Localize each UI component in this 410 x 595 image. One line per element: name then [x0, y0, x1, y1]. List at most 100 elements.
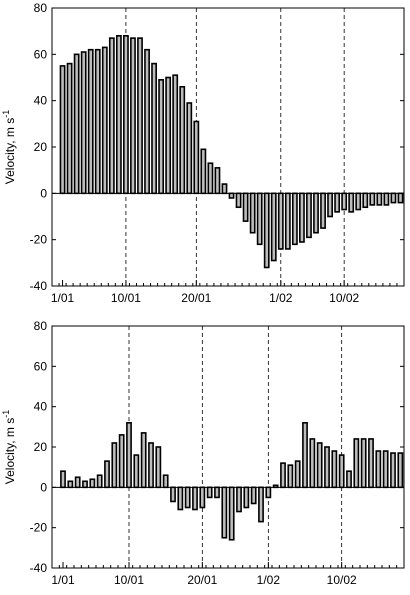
bar-13 [148, 442, 154, 489]
bar-29 [256, 192, 263, 246]
bar-22 [207, 162, 214, 195]
bar-30 [263, 192, 270, 269]
bar-34 [302, 421, 308, 489]
bar-5 [89, 478, 96, 489]
x-tick-label: 10/02 [327, 573, 357, 587]
bar-49 [397, 192, 404, 204]
bar-46 [390, 452, 396, 489]
bar-44 [375, 450, 382, 489]
bar-33 [294, 460, 301, 489]
bar-39 [327, 192, 333, 218]
bar-3 [73, 53, 80, 195]
bar-12 [140, 432, 147, 489]
y-tick-label: -20 [30, 233, 48, 247]
bar-37 [313, 192, 319, 234]
chart-panel-1: -40 -20 0 20 40 60 80 1/01 10/01 20/01 1/02 10/02 Ve… [1, 1, 405, 305]
bar-5 [87, 48, 94, 195]
x-tick-label: 1/02 [257, 573, 281, 587]
bar-40 [334, 192, 341, 213]
x-tick-label: 20/01 [181, 291, 211, 305]
y-tick-label: 0 [40, 480, 47, 494]
bar-18 [184, 486, 191, 509]
bar-43 [355, 192, 362, 211]
y-tick-label: -20 [30, 521, 48, 535]
bar-13 [144, 48, 150, 195]
bar-4 [82, 480, 88, 489]
y-tick-label: 60 [34, 359, 48, 373]
x-tick-label: 10/02 [329, 291, 359, 305]
bar-17 [177, 486, 184, 511]
bar-33 [284, 192, 291, 250]
bar-17 [172, 74, 179, 195]
bar-32 [277, 192, 284, 250]
x-tick-label: 1/01 [51, 573, 75, 587]
bar-15 [158, 79, 165, 195]
bar-38 [320, 192, 326, 229]
bar-42 [360, 438, 367, 489]
bar-35 [309, 438, 316, 489]
bar-26 [235, 192, 242, 209]
bar-31 [270, 192, 277, 262]
bar-42 [348, 192, 355, 213]
bar-14 [155, 446, 162, 489]
x-tick-label: 1/01 [51, 291, 75, 305]
bar-45 [369, 192, 376, 206]
bar-11 [133, 454, 140, 489]
bar-36 [316, 442, 323, 489]
bar-21 [206, 486, 213, 499]
x-tick-label: 10/01 [111, 291, 141, 305]
bar-38 [331, 450, 338, 489]
bar-15 [162, 474, 169, 489]
bar-28 [258, 486, 264, 523]
plot-frame [51, 325, 405, 569]
bar-24 [221, 183, 228, 195]
bar-4 [80, 51, 87, 195]
bar-47 [397, 452, 404, 489]
bar-11 [130, 37, 136, 195]
bar-18 [179, 85, 186, 195]
bar-28 [249, 192, 256, 234]
x-tick-label: 10/01 [114, 573, 144, 587]
bar-41 [353, 438, 360, 489]
bar-46 [376, 192, 383, 206]
bar-12 [137, 37, 143, 195]
bar-23 [221, 486, 228, 539]
bar-29 [265, 486, 272, 499]
bar-16 [165, 76, 172, 195]
bar-39 [338, 454, 345, 489]
bar-14 [151, 62, 157, 195]
bar-23 [214, 167, 221, 195]
bar-40 [346, 470, 352, 489]
bar-19 [186, 102, 193, 195]
bar-19 [192, 486, 198, 511]
bar-7 [101, 46, 108, 195]
bar-25 [236, 486, 242, 513]
bar-10 [123, 34, 129, 195]
chart-panel-2: -40 -20 0 20 40 60 80 1/01 10/01 20/01 1/02 10/02 Ve… [1, 319, 405, 587]
bar-43 [368, 438, 374, 489]
bar-20 [193, 120, 200, 195]
y-tick-label: 20 [34, 140, 48, 154]
bar-16 [170, 486, 176, 503]
bar-37 [324, 446, 330, 489]
bar-30 [272, 484, 279, 489]
bar-35 [299, 192, 305, 243]
y-axis-label: Velocity, m s-1 [1, 410, 17, 484]
y-tick-label: 20 [34, 440, 48, 454]
bar-20 [199, 486, 206, 509]
bar-2 [66, 62, 73, 195]
bar-2 [67, 480, 74, 489]
bar-6 [94, 48, 101, 195]
bar-34 [291, 192, 298, 246]
y-tick-label: 80 [34, 1, 48, 15]
bar-8 [108, 37, 115, 195]
bar-8 [111, 442, 118, 489]
bar-7 [104, 460, 110, 489]
bar-24 [228, 486, 235, 541]
bar-26 [243, 486, 250, 509]
bar-48 [390, 192, 397, 204]
bar-27 [242, 192, 249, 222]
y-tick-label: -40 [30, 279, 48, 293]
y-tick-label: 80 [34, 319, 48, 333]
